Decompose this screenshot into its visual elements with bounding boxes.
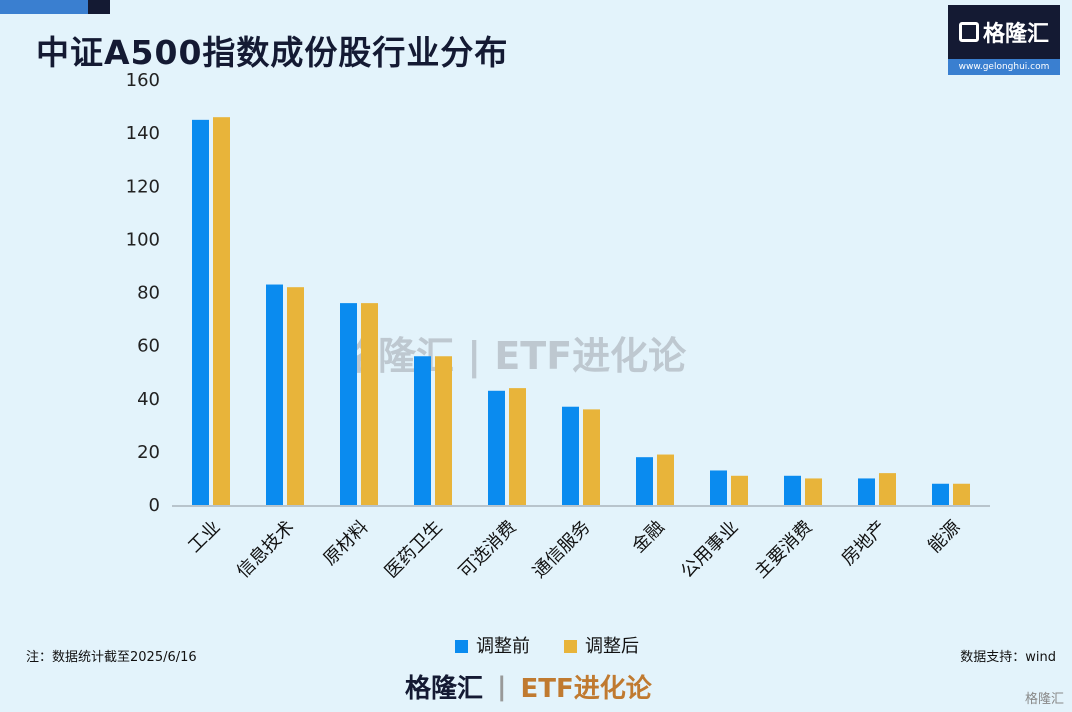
x-tick-label: 可选消费 [455, 517, 521, 583]
legend-swatch [564, 640, 577, 653]
legend-label: 调整后 [585, 636, 639, 657]
y-tick-label: 20 [137, 442, 160, 463]
bar-before [488, 390, 505, 505]
data-source: 数据支持：wind [960, 650, 1056, 665]
watermark: 格隆汇 | ETF进化论 [340, 334, 687, 378]
bar-before [266, 284, 283, 505]
bar-before [784, 475, 801, 505]
bar-after [361, 303, 378, 505]
bar-after [953, 483, 970, 505]
bottom-logo-right: ETF进化论 [520, 674, 652, 704]
bar-before [932, 483, 949, 505]
y-tick-label: 40 [137, 389, 160, 410]
x-tick-label: 工业 [184, 517, 224, 557]
bar-after [435, 356, 452, 505]
bar-after [805, 478, 822, 505]
legend-item-after: 调整后 [564, 632, 639, 658]
y-tick-label: 60 [137, 336, 160, 357]
x-tick-label: 原材料 [320, 517, 373, 570]
x-tick-label: 房地产 [838, 517, 891, 570]
x-tick-label: 通信服务 [529, 517, 595, 583]
divider: | [497, 671, 507, 702]
x-tick-label: 主要消费 [751, 517, 817, 583]
bottom-logo: 格隆汇 | ETF进化论 [405, 668, 652, 705]
y-tick-label: 120 [126, 176, 160, 197]
bar-before [562, 406, 579, 505]
bar-before [414, 356, 431, 505]
bar-before [340, 303, 357, 505]
bar-after [509, 388, 526, 505]
y-tick-label: 140 [126, 123, 160, 144]
logo-url: www.gelonghui.com [948, 59, 1060, 75]
x-tick-label: 能源 [924, 517, 964, 557]
corner-watermark: 格隆汇 [1024, 692, 1064, 707]
y-tick-label: 0 [149, 495, 160, 516]
legend: 调整前 调整后 [455, 632, 639, 658]
chart-title: 中证A500指数成份股行业分布 [36, 33, 509, 72]
x-tick-label: 信息技术 [233, 517, 299, 583]
bar-after [657, 454, 674, 505]
bottom-logo-left: 格隆汇 [405, 674, 484, 704]
y-tick-label: 80 [137, 283, 160, 304]
logo-name: 格隆汇 [982, 22, 1049, 47]
bar-after [583, 409, 600, 505]
top-accent-bar [0, 0, 88, 14]
legend-label: 调整前 [476, 636, 530, 657]
x-tick-label: 医药卫生 [381, 517, 447, 583]
y-tick-label: 100 [126, 229, 160, 250]
x-tick-label: 金融 [628, 517, 668, 557]
legend-item-before: 调整前 [455, 632, 530, 658]
bar-after [213, 117, 230, 505]
bar-before [858, 478, 875, 505]
x-tick-label: 公用事业 [677, 517, 743, 583]
bar-after [731, 475, 748, 505]
g-logo-icon [958, 22, 979, 42]
y-tick-label: 160 [126, 70, 160, 91]
bar-after [879, 473, 896, 505]
bar-before [192, 119, 209, 505]
legend-swatch [455, 640, 468, 653]
bar-after [287, 287, 304, 505]
bar-before [710, 470, 727, 505]
gelonghui-logo: 格隆汇 www.gelonghui.com [948, 5, 1060, 75]
bar-before [636, 457, 653, 505]
top-accent-bar-dark [88, 0, 110, 14]
footnote: 注：数据统计截至2025/6/16 [26, 650, 197, 665]
